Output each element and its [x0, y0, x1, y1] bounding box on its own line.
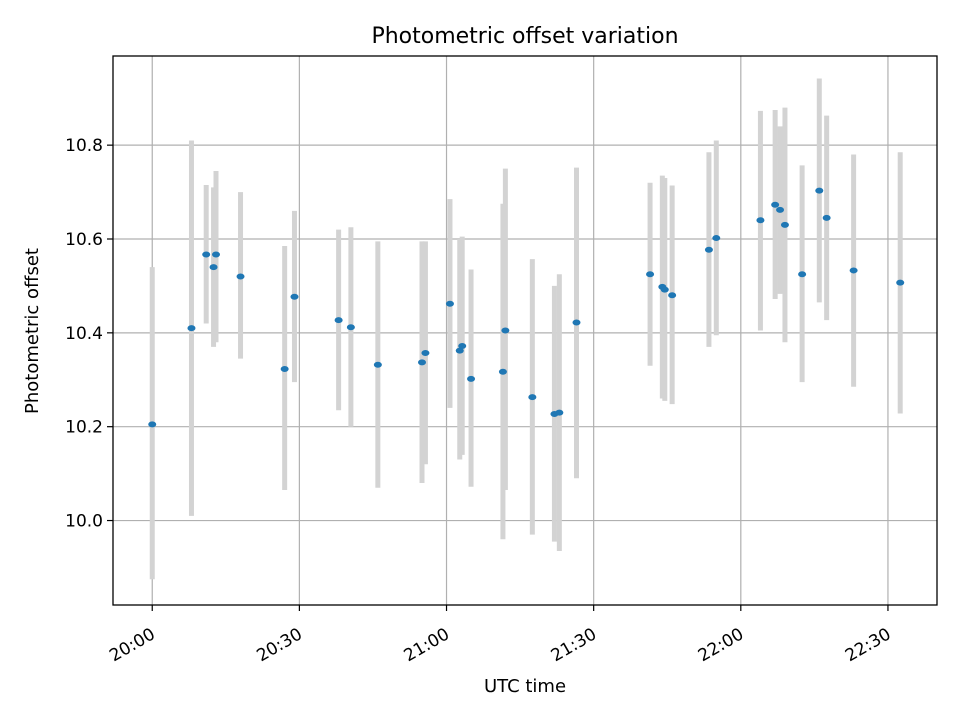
data-point	[776, 206, 785, 213]
data-point	[668, 292, 677, 299]
data-point	[798, 271, 807, 278]
y-tick-label: 10.8	[65, 136, 103, 156]
data-point	[660, 286, 669, 293]
data-point	[212, 251, 220, 258]
data-point	[528, 394, 537, 401]
data-point	[445, 300, 454, 307]
data-point	[555, 409, 564, 416]
data-point	[202, 251, 211, 258]
data-point	[421, 350, 430, 357]
y-tick-label: 10.4	[65, 324, 103, 344]
y-tick-label: 10.6	[65, 230, 103, 250]
data-point	[712, 235, 721, 242]
data-point	[346, 324, 355, 331]
data-point	[455, 347, 464, 354]
data-point	[148, 421, 157, 428]
data-point	[756, 217, 765, 224]
chart-title: Photometric offset variation	[371, 24, 678, 49]
data-point	[498, 368, 507, 375]
data-point	[418, 359, 426, 366]
data-point	[896, 279, 905, 286]
grid	[113, 56, 937, 605]
x-tick-label: 20:30	[253, 624, 305, 666]
data-point	[572, 319, 581, 326]
data-point	[280, 365, 289, 372]
plot-frame	[112, 55, 938, 606]
x-tick-label: 20:00	[106, 624, 158, 666]
data-point	[236, 273, 245, 280]
x-tick-label: 21:30	[548, 624, 600, 666]
data-point	[458, 342, 467, 349]
data-point	[501, 327, 510, 334]
y-tick-label: 10.2	[65, 418, 103, 438]
y-axis-label: Photometric offset	[22, 248, 43, 414]
data-point	[704, 246, 713, 253]
x-axis-label: UTC time	[484, 676, 566, 697]
data-point	[209, 264, 218, 271]
data-point	[822, 214, 831, 221]
data-point	[467, 375, 476, 382]
data-point	[771, 201, 780, 208]
data-point	[290, 293, 299, 300]
data-point	[646, 271, 655, 278]
y-tick-label: 10.0	[65, 512, 103, 532]
data-point	[187, 325, 196, 332]
data-point	[373, 361, 382, 368]
x-tick-label: 22:00	[695, 624, 747, 666]
data-point	[334, 317, 343, 324]
error-bars	[149, 78, 903, 580]
data-point	[780, 221, 789, 228]
data-point	[815, 187, 824, 194]
x-tick-label: 21:00	[401, 624, 453, 666]
x-tick-label: 22:30	[842, 624, 894, 666]
data-points	[148, 187, 905, 428]
data-point	[849, 267, 858, 274]
